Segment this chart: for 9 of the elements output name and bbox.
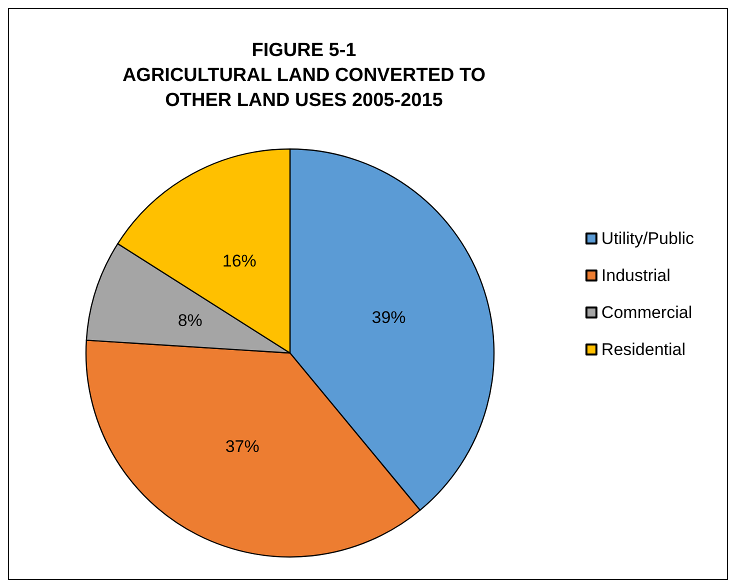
data-label: 37% — [225, 437, 260, 456]
data-label: 39% — [372, 308, 406, 327]
legend-label: Commercial — [601, 303, 692, 322]
data-label: 8% — [178, 311, 202, 330]
legend-label: Utility/Public — [601, 229, 694, 248]
legend-label: Industrial — [601, 266, 670, 285]
chart-title: FIGURE 5-1 AGRICULTURAL LAND CONVERTED TO OTHER LAND USES 2005-2015 — [122, 40, 486, 111]
data-label: 16% — [222, 251, 256, 270]
legend-label: Residential — [601, 340, 686, 359]
